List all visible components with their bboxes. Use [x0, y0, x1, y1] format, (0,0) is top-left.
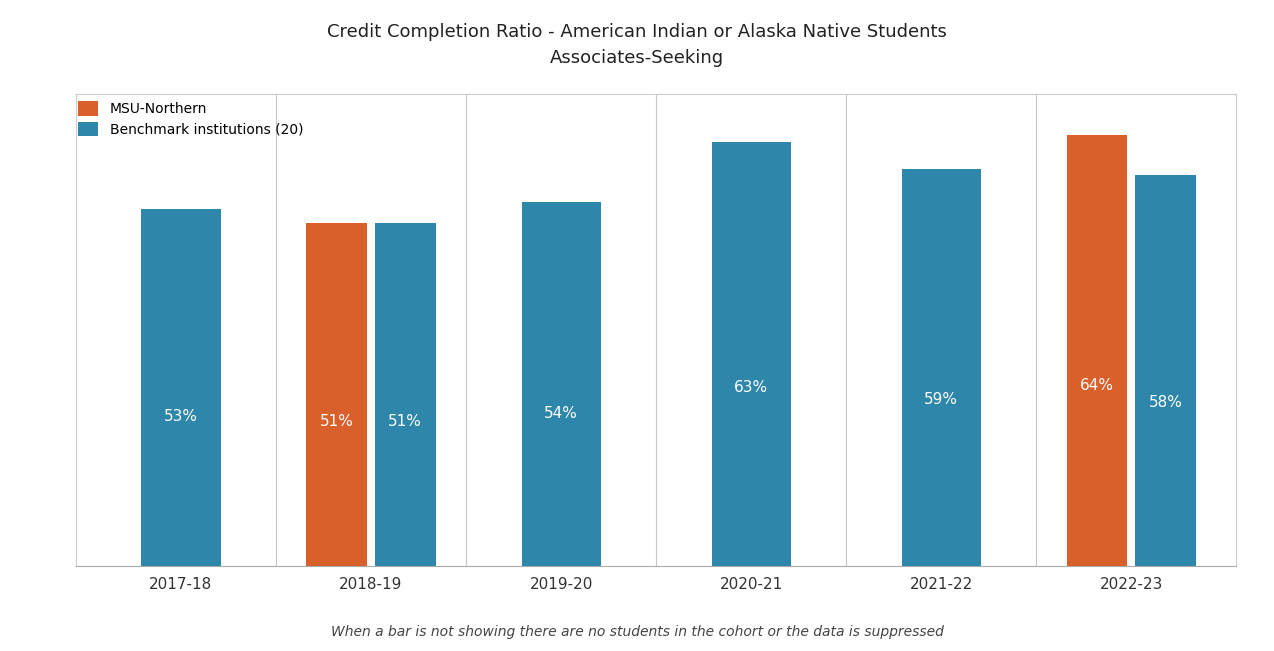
Bar — [521, 202, 600, 566]
Text: When a bar is not showing there are no students in the cohort or the data is sup: When a bar is not showing there are no s… — [330, 625, 944, 639]
Text: Associates-Seeking: Associates-Seeking — [550, 49, 724, 67]
Text: 64%: 64% — [1080, 378, 1113, 393]
Text: 59%: 59% — [924, 392, 958, 407]
Bar — [1135, 175, 1196, 566]
Text: 58%: 58% — [1149, 395, 1182, 409]
Bar — [1066, 135, 1127, 566]
Text: 51%: 51% — [320, 415, 354, 430]
Legend: MSU-Northern, Benchmark institutions (20): MSU-Northern, Benchmark institutions (20… — [78, 102, 303, 137]
Text: Credit Completion Ratio - American Indian or Alaska Native Students: Credit Completion Ratio - American India… — [327, 23, 947, 41]
Bar — [307, 223, 367, 566]
Bar — [902, 169, 981, 566]
Text: 53%: 53% — [164, 409, 197, 424]
Text: 51%: 51% — [389, 415, 422, 430]
Bar — [141, 209, 220, 566]
Text: 63%: 63% — [734, 380, 768, 395]
Text: 54%: 54% — [544, 406, 578, 421]
Bar — [375, 223, 436, 566]
Bar — [712, 142, 791, 566]
